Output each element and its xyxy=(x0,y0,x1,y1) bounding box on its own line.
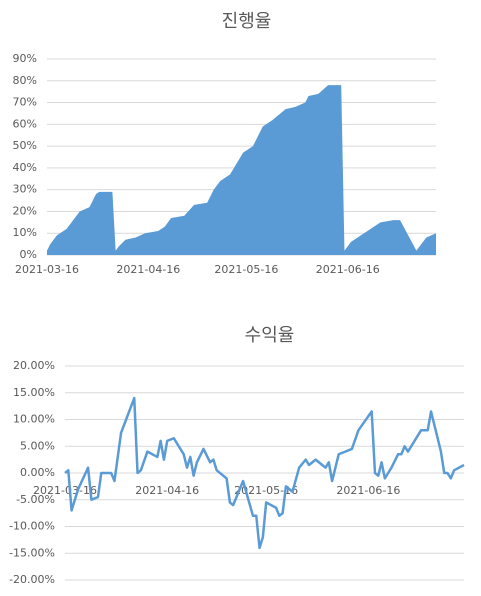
area xyxy=(47,85,436,255)
x-tick-label: 2021-05-16 xyxy=(214,263,278,276)
y-tick-label: -10.00% xyxy=(9,520,55,533)
y-tick-label: 50% xyxy=(13,139,37,152)
y-tick-label: 70% xyxy=(13,96,37,109)
y-tick-label: 10% xyxy=(13,226,37,239)
y-tick-label: 10.00% xyxy=(13,413,55,426)
line xyxy=(64,396,465,550)
y-tick-label: 60% xyxy=(13,117,37,130)
chart-title: 진행율 xyxy=(222,11,272,32)
x-tick-label: 2021-06-16 xyxy=(336,484,400,497)
y-tick-label: -5.00% xyxy=(16,493,55,506)
y-tick-label: 40% xyxy=(13,161,37,174)
y-tick-label: -20.00% xyxy=(9,573,55,586)
x-tick-label: 2021-04-16 xyxy=(116,263,180,276)
x-tick-label: 2021-05-16 xyxy=(234,484,298,497)
y-tick-label: 30% xyxy=(13,183,37,196)
y-tick-label: 0.00% xyxy=(20,466,55,479)
x-tick-label: 2021-03-16 xyxy=(33,484,97,497)
x-tick-label: 2021-06-16 xyxy=(316,263,380,276)
y-tick-label: 0% xyxy=(20,248,37,261)
y-tick-label: -15.00% xyxy=(9,546,55,559)
y-tick-label: 15.00% xyxy=(13,386,55,399)
y-tick-label: 90% xyxy=(13,52,37,65)
x-tick-label: 2021-03-16 xyxy=(15,263,79,276)
chart-title: 수익율 xyxy=(245,325,295,346)
y-tick-label: 80% xyxy=(13,74,37,87)
y-tick-label: 5.00% xyxy=(20,439,55,452)
y-tick-label: 20% xyxy=(13,204,37,217)
x-tick-label: 2021-04-16 xyxy=(135,484,199,497)
y-tick-label: 20.00% xyxy=(13,359,55,372)
